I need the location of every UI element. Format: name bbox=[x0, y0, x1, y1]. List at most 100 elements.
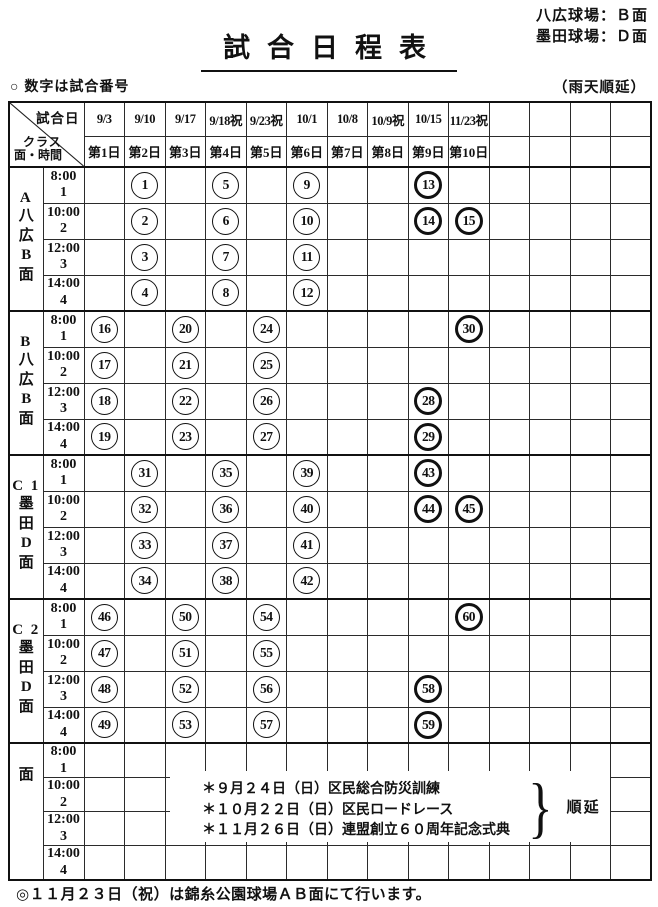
game-cell: 35 bbox=[205, 454, 247, 492]
game-cell: 26 bbox=[245, 382, 287, 420]
schedule-row: 12:00 3 33 37 41 bbox=[9, 526, 652, 564]
game-cell bbox=[326, 166, 368, 204]
game-cell bbox=[164, 166, 206, 204]
game-cell bbox=[124, 634, 166, 672]
schedule-row: 12:00 3 18 22 26 28 bbox=[9, 382, 652, 420]
game-cell: 34 bbox=[124, 562, 166, 600]
game-cell: 30 bbox=[448, 310, 490, 348]
game-cell bbox=[326, 346, 368, 384]
game-number-circle: 42 bbox=[293, 567, 321, 595]
game-cell bbox=[164, 202, 206, 240]
game-cell bbox=[164, 490, 206, 528]
game-cell bbox=[83, 777, 125, 812]
game-cell bbox=[448, 670, 490, 708]
game-cell bbox=[569, 274, 611, 312]
schedule-row: 14:00 4 34 38 42 bbox=[9, 562, 652, 600]
game-number-circle: 11 bbox=[293, 243, 321, 271]
game-cell bbox=[286, 845, 328, 881]
game-cell bbox=[407, 562, 449, 600]
time-cell: 12:00 3 bbox=[42, 382, 85, 420]
game-cell: 51 bbox=[164, 634, 206, 672]
game-cell: 31 bbox=[124, 454, 166, 492]
game-cell bbox=[326, 202, 368, 240]
game-number-circle: 45 bbox=[454, 495, 483, 523]
time-game-number: 2 bbox=[60, 365, 67, 380]
game-cell bbox=[569, 845, 611, 881]
game-cell bbox=[245, 202, 287, 240]
time-game-number: 4 bbox=[60, 724, 67, 740]
game-number-circle: 51 bbox=[171, 639, 199, 667]
game-number-circle: 46 bbox=[90, 603, 118, 631]
time-label: 8:00 bbox=[50, 456, 77, 472]
schedule-row: 14:00 4 bbox=[9, 845, 652, 881]
game-cell bbox=[448, 634, 490, 672]
game-number-circle: 14 bbox=[414, 207, 443, 235]
group-venue-char: B bbox=[21, 247, 32, 263]
time-cell: 10:00 2 bbox=[42, 202, 85, 240]
corner-label-men-jikan: 面・時間 bbox=[14, 148, 63, 162]
game-cell: 43 bbox=[407, 454, 449, 492]
game-cell bbox=[124, 811, 166, 846]
game-cell bbox=[124, 310, 166, 348]
game-number-circle: 60 bbox=[454, 603, 483, 632]
group-class-label: A bbox=[19, 190, 33, 206]
game-number-circle: 44 bbox=[414, 495, 443, 523]
game-number-circle: 4 bbox=[131, 279, 159, 307]
date-header-cell: 10/8 bbox=[326, 101, 368, 137]
game-cell bbox=[367, 706, 409, 744]
game-cell: 53 bbox=[164, 706, 206, 744]
page-title: 試合日程表 bbox=[201, 26, 457, 72]
game-cell bbox=[205, 418, 247, 456]
game-number-circle: 40 bbox=[293, 495, 321, 523]
day-header-row: 第1日 第2日 第3日 第4日 第5日 第6日 第7日 第8日 第9日 第10日 bbox=[9, 135, 652, 168]
game-cell bbox=[488, 562, 530, 600]
game-cell bbox=[164, 526, 206, 564]
game-cell: 54 bbox=[245, 598, 287, 636]
game-number-circle: 57 bbox=[252, 711, 280, 739]
day-header-cell bbox=[529, 135, 571, 168]
time-label: 8:00 bbox=[50, 168, 77, 184]
game-cell: 45 bbox=[448, 490, 490, 528]
time-cell: 10:00 2 bbox=[42, 634, 85, 672]
game-cell bbox=[529, 526, 571, 564]
game-cell bbox=[448, 382, 490, 420]
time-label: 8:00 bbox=[50, 600, 77, 616]
game-cell bbox=[529, 166, 571, 204]
game-cell: 21 bbox=[164, 346, 206, 384]
game-cell bbox=[610, 670, 652, 708]
date-header-cell: 9/3 bbox=[83, 101, 125, 137]
group-venue-char: 田 bbox=[18, 659, 34, 676]
game-cell bbox=[529, 238, 571, 276]
game-cell bbox=[529, 274, 571, 312]
game-cell bbox=[367, 598, 409, 636]
game-number-circle: 54 bbox=[252, 603, 280, 631]
game-cell bbox=[448, 346, 490, 384]
schedule-row: C 2 墨田 D 面 8:00 1 46 50 54 60 bbox=[8, 598, 652, 744]
game-cell bbox=[488, 454, 530, 492]
time-game-number: 1 bbox=[60, 185, 67, 201]
game-cell bbox=[529, 845, 571, 881]
day-header-cell: 第9日 bbox=[407, 135, 449, 168]
postponement-notes-box: ＊９月２４日（日）区民総合防災訓練 ＊１０月２２日（日）区民ロードレース ＊１１… bbox=[170, 771, 610, 842]
corner-diagonal-line bbox=[10, 103, 83, 166]
day-header-cell: 第2日 bbox=[124, 135, 166, 168]
game-number-circle: 24 bbox=[252, 315, 280, 343]
group-venue-char: 面 bbox=[18, 410, 34, 427]
time-game-number: 3 bbox=[60, 257, 67, 272]
game-cell bbox=[448, 454, 490, 492]
game-number-circle: 30 bbox=[454, 315, 483, 344]
game-cell bbox=[205, 845, 247, 881]
game-cell bbox=[569, 706, 611, 744]
legend-rain-postpone: （雨天順延） bbox=[553, 80, 646, 96]
time-game-number: 1 bbox=[60, 473, 67, 489]
game-cell bbox=[529, 670, 571, 708]
game-cell bbox=[407, 346, 449, 384]
time-cell: 10:00 2 bbox=[42, 490, 85, 528]
time-game-number: 1 bbox=[60, 617, 67, 633]
date-header-cell: 9/18祝 bbox=[205, 101, 247, 137]
day-header-cell: 第10日 bbox=[448, 135, 490, 168]
title-wrap: 試合日程表 bbox=[0, 26, 658, 72]
